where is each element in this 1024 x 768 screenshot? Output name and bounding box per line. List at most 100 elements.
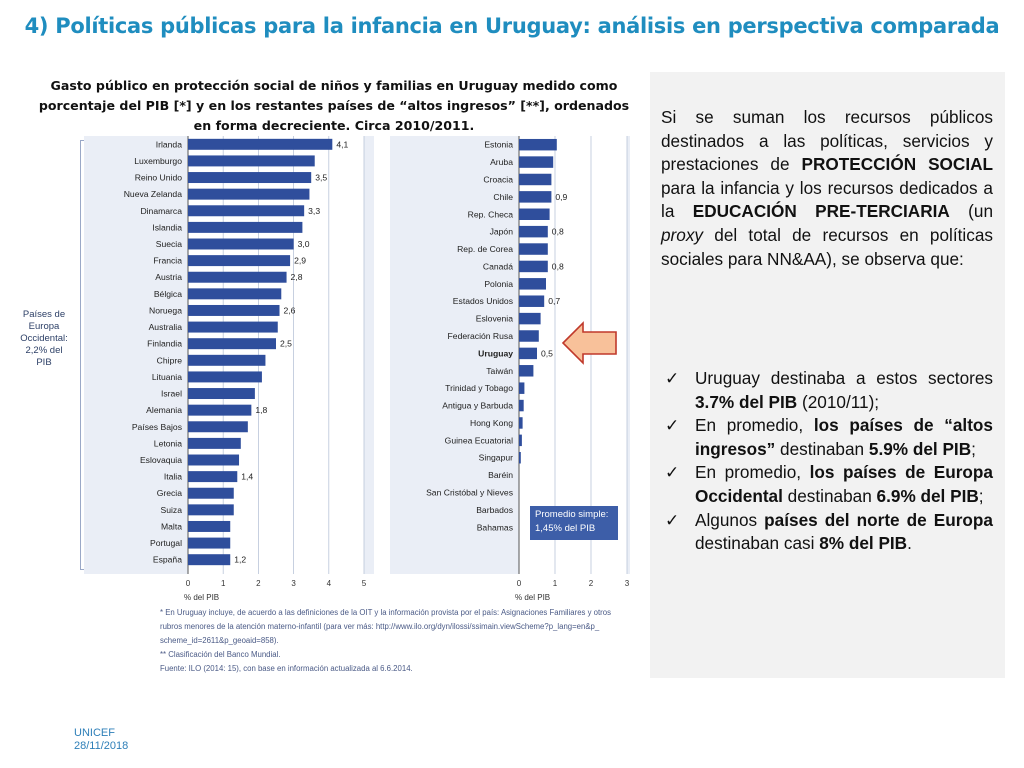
x-tick-label: 0	[186, 579, 191, 588]
bar	[188, 437, 241, 449]
category-label: Irlanda	[156, 139, 182, 149]
bar-value-label: 2,5	[280, 339, 292, 349]
bar	[188, 520, 231, 532]
bar	[188, 221, 303, 233]
bar	[188, 504, 234, 516]
bar	[188, 421, 248, 433]
x-tick-label: 2	[256, 579, 261, 588]
bar-value-label: 0,9	[555, 192, 567, 202]
x-tick-label: 2	[589, 579, 594, 588]
category-label: Israel	[161, 389, 182, 399]
bar	[188, 271, 287, 283]
category-label: Malta	[161, 521, 182, 531]
footnote-line: Fuente: ILO (2014: 15), con base en info…	[160, 664, 413, 673]
bar	[188, 388, 255, 400]
summary-bullet: ✓ Algunos países del norte de Europa dest…	[661, 509, 993, 556]
bar-value-label: 4,1	[336, 139, 348, 149]
bar	[519, 365, 534, 377]
bar	[188, 371, 262, 383]
bar	[519, 452, 521, 464]
category-label: Noruega	[149, 305, 182, 315]
x-tick-label: 4	[327, 579, 332, 588]
x-tick-label: 3	[625, 579, 630, 588]
bar	[519, 138, 557, 151]
bar	[519, 417, 523, 429]
category-label: Guinea Ecuatorial	[445, 435, 513, 445]
x-axis-label: % del PIB	[515, 593, 550, 600]
category-label: Croacia	[483, 174, 513, 184]
summary-bullet-text: Uruguay destinaba a estos sectores 3.7% …	[695, 368, 993, 412]
chart-heading: Gasto público en protección social de ni…	[38, 78, 630, 133]
bar	[519, 225, 548, 238]
category-label: Estados Unidos	[453, 296, 513, 306]
bar	[188, 537, 231, 549]
bar-value-label: 1,2	[234, 555, 246, 565]
chart-high-income-right: 0 1 2 3 % del PIB Estonia Aruba Croacia Chile 0,9…	[390, 136, 630, 600]
bar	[188, 321, 278, 333]
category-label: Japón	[490, 227, 514, 237]
category-label: Italia	[164, 472, 182, 482]
bar	[519, 208, 550, 220]
footer: UNICEF 28/11/2018	[74, 727, 128, 753]
bar	[519, 191, 552, 203]
category-label: Reino Unido	[135, 173, 183, 183]
category-label: Federación Rusa	[448, 331, 514, 341]
category-label: España	[153, 555, 182, 565]
category-label: Francia	[153, 256, 182, 266]
bar	[188, 487, 234, 499]
category-label: Uruguay	[478, 348, 513, 358]
bar-value-label: 1,8	[255, 405, 267, 415]
category-label: Letonia	[154, 438, 182, 448]
uruguay-pointer-arrow	[561, 321, 617, 365]
bar	[188, 471, 238, 483]
bar	[188, 155, 315, 167]
bar	[188, 205, 305, 217]
bar	[519, 399, 524, 412]
summary-bullet-text: En promedio, los países de “altos ingres…	[695, 415, 993, 459]
bar-value-label: 0,8	[552, 227, 564, 237]
bar	[188, 304, 280, 316]
chart-footnotes: * En Uruguay incluye, de acuerdo a las d…	[160, 606, 650, 676]
x-tick-label: 5	[362, 579, 367, 588]
footnote-line: scheme_id=2611&p_geoaid=858).	[160, 636, 279, 645]
category-label: Eslovaquia	[140, 455, 182, 465]
category-label: Hong Kong	[470, 418, 513, 428]
bar	[188, 238, 294, 250]
bar	[519, 243, 548, 255]
category-label: Islandia	[152, 222, 182, 232]
category-label: Antigua y Barbuda	[442, 401, 513, 411]
category-label: Baréin	[488, 470, 513, 480]
checkmark-icon: ✓	[665, 509, 680, 530]
bar	[188, 354, 266, 366]
bar	[519, 156, 554, 168]
summary-bullet: ✓ Uruguay destinaba a estos sectores 3.7%…	[661, 367, 993, 414]
category-label: Luxemburgo	[134, 156, 182, 166]
bar-value-label: 0,5	[541, 348, 553, 358]
category-label: Australia	[149, 322, 183, 332]
bar	[188, 288, 282, 300]
average-label: Promedio simple: 1,45% del PIB	[530, 506, 618, 540]
x-axis-label: % del PIB	[184, 593, 219, 600]
category-label: Rep. Checa	[468, 209, 514, 219]
bar	[519, 278, 546, 290]
bar	[519, 347, 537, 360]
category-label: Bahamas	[477, 522, 513, 532]
footer-date: 28/11/2018	[74, 740, 129, 752]
category-label: Trinidad y Tobago	[445, 383, 513, 393]
bar	[519, 173, 552, 186]
category-label: Austria	[155, 272, 182, 282]
category-label: Grecia	[157, 488, 183, 498]
category-label: Estonia	[484, 140, 513, 150]
category-label: Nueva Zelanda	[124, 189, 183, 199]
bar	[188, 188, 310, 200]
checkmark-icon: ✓	[665, 462, 680, 483]
category-label: Bélgica	[154, 289, 182, 299]
x-tick-label: 0	[517, 579, 522, 588]
summary-panel: Si se suman los recursos públicos destin…	[650, 72, 1005, 678]
footnote-line: rubros menores de la atención materno-in…	[160, 622, 600, 631]
category-label: Barbados	[476, 505, 513, 515]
category-label: Aruba	[490, 157, 513, 167]
x-tick-label: 1	[221, 579, 226, 588]
category-label: Lituania	[152, 372, 182, 382]
bar	[519, 434, 522, 447]
